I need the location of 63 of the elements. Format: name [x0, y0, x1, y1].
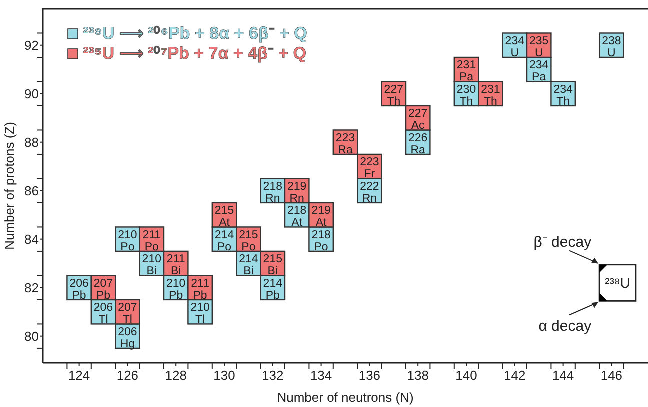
y-tick-label: 80 — [24, 328, 39, 344]
annotation: 227 Ac — [408, 108, 428, 132]
annotation: 227 Th — [384, 84, 404, 108]
annotation: 214 Pb — [263, 278, 284, 302]
x-tick-label: 130 — [214, 368, 236, 383]
x-tick-label: 144 — [552, 368, 574, 383]
y-tick-label: 86 — [24, 183, 39, 198]
annotation: α decay — [538, 318, 592, 336]
annotation: 210 Po — [118, 229, 138, 254]
annotation: 231 Th — [481, 84, 500, 108]
annotation: 234 Th — [554, 84, 574, 108]
annotation: 206 Tl — [94, 302, 114, 326]
annotation: ²³⁸U — [605, 274, 630, 291]
annotation: 218 Rn — [263, 180, 282, 205]
x-tick-label: 124 — [68, 368, 90, 383]
annotation: 231 Pa — [456, 60, 476, 84]
annotation: 219 Rn — [288, 180, 307, 205]
annotation: 230 Th — [456, 84, 476, 108]
annotation: 211 Po — [142, 229, 162, 254]
annotation: 206 Hg — [118, 326, 138, 350]
annotation: 234 U — [505, 35, 526, 60]
annotation: 218 Po — [312, 229, 331, 254]
annotation: 223 Ra — [336, 132, 356, 156]
annotation: 215 Po — [239, 229, 258, 254]
y-tick-label: 84 — [24, 232, 39, 247]
y-tick-label: 82 — [24, 280, 39, 296]
annotation: 222 Rn — [360, 180, 380, 205]
x-tick-label: 142 — [504, 368, 526, 383]
x-tick-label: 136 — [358, 368, 381, 383]
x-tick-label: 140 — [456, 368, 478, 383]
annotation: 211 Bi — [166, 254, 186, 278]
annotation: 207 Tl — [118, 302, 138, 326]
annotation: 215 Bi — [263, 254, 282, 278]
x-tick-label: 138 — [407, 368, 429, 383]
annotation: 207 Pb — [94, 278, 114, 302]
annotation: β⁻ decay — [534, 234, 592, 251]
y-axis-title: Number of protons (Z) — [2, 122, 17, 250]
y-tick-label: 92 — [24, 38, 39, 53]
legend-label: ²³⁵U ⟶ ²⁰⁷Pb + 7α + 4β⁻ + Q — [83, 44, 307, 63]
x-tick-label: 132 — [262, 368, 284, 383]
annotation: 206 Pb — [70, 278, 89, 302]
x-tick-label: 128 — [165, 368, 187, 383]
annotation: 234 Pa — [530, 60, 550, 84]
annotation: 223 Fr — [360, 156, 380, 181]
x-tick-label: 134 — [310, 368, 332, 383]
x-axis-title: Number of neutrons (N) — [277, 390, 414, 405]
annotation: 210 Pb — [166, 278, 186, 302]
legend-label: ²³⁸U ⟶ ²⁰⁶Pb + 8α + 6β⁻ + Q — [83, 24, 308, 43]
annotation: 210 Tl — [190, 302, 210, 326]
annotation: 218 At — [288, 205, 307, 230]
x-tick-label: 126 — [116, 368, 139, 383]
annotation: 215 At — [214, 205, 234, 230]
x-tick-label: 146 — [600, 368, 623, 383]
annotation: 211 Pb — [191, 278, 210, 302]
annotation: 214 Bi — [239, 254, 259, 278]
annotation: 226 Ra — [408, 132, 428, 156]
annotation: 219 At — [312, 205, 331, 230]
annotation: 210 Bi — [142, 254, 162, 278]
annotation: 238 U — [602, 35, 622, 60]
annotation: 214 Po — [214, 229, 235, 254]
y-tick-label: 90 — [24, 86, 39, 102]
annotation: 235 U — [530, 35, 549, 60]
y-tick-label: 88 — [24, 134, 39, 150]
